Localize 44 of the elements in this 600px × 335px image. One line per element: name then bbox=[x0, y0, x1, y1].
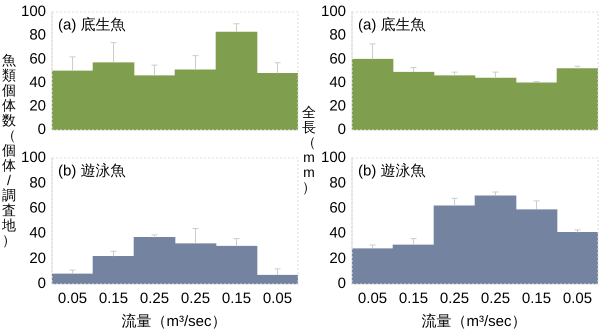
x-axis-title: 流量（m³/sec） bbox=[420, 312, 528, 331]
y-tick-label: 40 bbox=[29, 74, 46, 91]
x-tick-label: 0.15 bbox=[398, 290, 428, 308]
annotation: (a) 底生魚 bbox=[58, 16, 126, 34]
x-tick-label: 0.25 bbox=[480, 290, 510, 308]
y-tick-label: 40 bbox=[329, 224, 346, 242]
x-tick-label: 0.05 bbox=[562, 290, 592, 308]
annotation: (b) 遊泳魚 bbox=[58, 162, 126, 180]
x-tick-label: 0.05 bbox=[262, 290, 292, 308]
x-tick-label: 0.15 bbox=[522, 290, 552, 308]
y-tick-label: 20 bbox=[329, 250, 346, 267]
text: 魚類個体数（個体/調査地） bbox=[2, 52, 16, 248]
y-tick-label: 60 bbox=[29, 50, 46, 68]
y-tick-label: 80 bbox=[329, 26, 346, 44]
x-tick-label: 0.25 bbox=[440, 290, 470, 308]
y-axis-title: 全長（mm） bbox=[301, 104, 317, 195]
y-tick-label: 0 bbox=[38, 275, 46, 292]
y-tick-label: 20 bbox=[329, 98, 346, 115]
y-tick-label: 100 bbox=[20, 149, 46, 166]
x-axis-title: 流量（m³/sec） bbox=[120, 312, 228, 331]
x-tick-label: 0.15 bbox=[98, 290, 128, 308]
y-tick-label: 60 bbox=[329, 200, 346, 217]
x-tick-label: 0.05 bbox=[358, 290, 388, 308]
x-tick-label: 0.25 bbox=[140, 290, 170, 308]
y-tick-label: 60 bbox=[29, 200, 46, 217]
y-tick-label: 60 bbox=[329, 50, 346, 68]
y-tick-label: 0 bbox=[338, 121, 346, 138]
y-tick-label: 0 bbox=[338, 275, 346, 292]
y-tick-label: 100 bbox=[320, 3, 346, 20]
x-tick-label: 0.15 bbox=[222, 290, 252, 308]
y-tick-label: 0 bbox=[38, 121, 46, 138]
y-tick-label: 80 bbox=[29, 174, 46, 192]
y-tick-label: 100 bbox=[320, 149, 346, 166]
y-tick-label: 40 bbox=[329, 74, 346, 91]
annotation: (a) 底生魚 bbox=[358, 16, 426, 34]
y-tick-label: 100 bbox=[20, 3, 46, 20]
annotation: (b) 遊泳魚 bbox=[358, 162, 426, 180]
x-tick-label: 0.25 bbox=[180, 290, 210, 308]
y-tick-label: 80 bbox=[329, 174, 346, 192]
y-tick-label: 20 bbox=[29, 250, 46, 267]
y-tick-label: 80 bbox=[29, 26, 46, 44]
x-tick-label: 0.05 bbox=[58, 290, 88, 308]
y-tick-label: 40 bbox=[29, 224, 46, 242]
y-tick-label: 20 bbox=[29, 98, 46, 115]
